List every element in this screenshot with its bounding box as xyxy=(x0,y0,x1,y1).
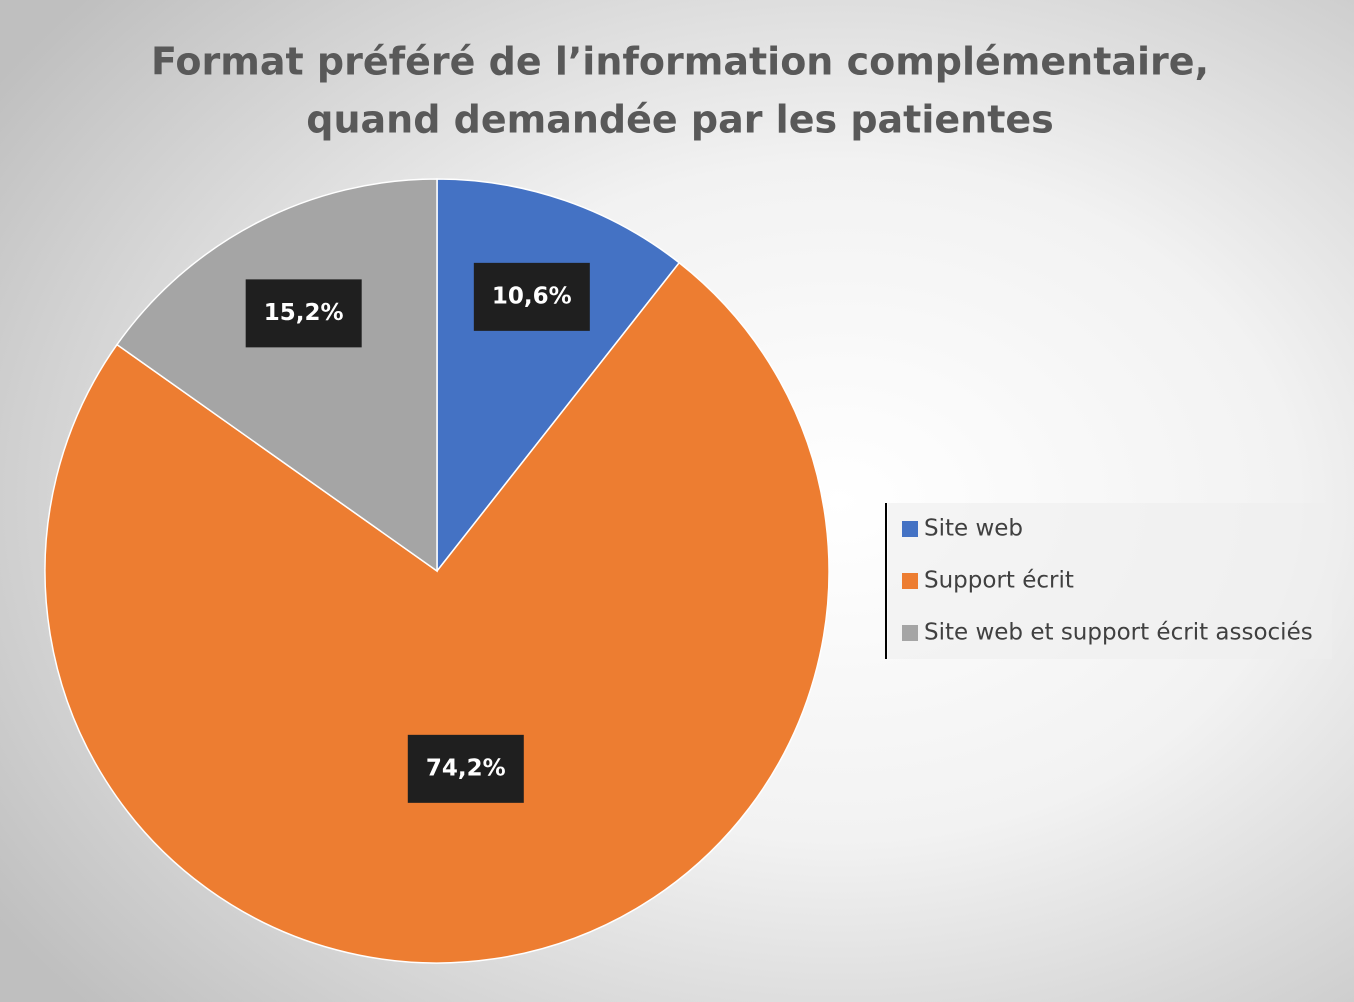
data-label: 10,6% xyxy=(492,283,572,309)
data-label: 15,2% xyxy=(264,300,344,326)
data-label: 74,2% xyxy=(426,755,506,781)
legend-swatch xyxy=(902,573,918,589)
legend-label: Site web et support écrit associés xyxy=(924,620,1313,646)
legend-box xyxy=(888,503,1332,659)
data-label-box xyxy=(407,734,524,803)
data-label-box xyxy=(245,279,362,348)
chart-title: Format préféré de l’information compléme… xyxy=(151,40,1209,84)
pie-slice xyxy=(115,178,438,573)
legend-label: Support écrit xyxy=(924,568,1074,594)
legend-swatch xyxy=(902,625,918,641)
pie-slice xyxy=(44,261,830,964)
data-label-box xyxy=(473,262,590,331)
legend-swatch xyxy=(902,521,918,537)
chart-title: quand demandée par les patientes xyxy=(306,98,1054,142)
legend-label: Site web xyxy=(924,516,1023,542)
